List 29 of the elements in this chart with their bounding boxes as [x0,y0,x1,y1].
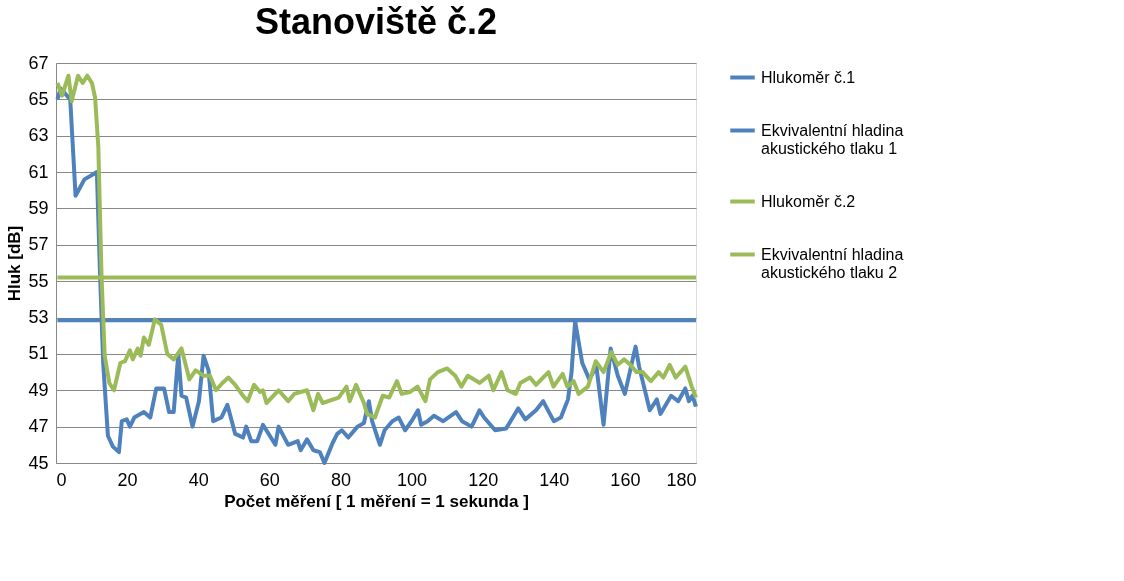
y-tick-label: 65 [28,88,49,109]
y-tick-label: 47 [28,416,49,437]
y-tick-label: 49 [28,379,49,400]
x-tick-label: 0 [56,469,67,490]
y-tick-label: 57 [28,234,49,255]
x-tick-label: 120 [468,469,499,490]
x-tick-label: 20 [117,469,138,490]
y-tick-label: 63 [28,125,49,146]
x-axis-title: Počet měření [ 1 měření = 1 sekunda ] [224,491,529,511]
x-tick-label: 60 [259,469,280,490]
y-axis-title: Hluk [dB] [5,225,25,302]
x-tick-label: 80 [330,469,351,490]
y-tick-label: 61 [28,161,49,182]
legend-label: Hlukoměr č.1 [761,68,856,86]
x-tick-label: 40 [188,469,209,490]
legend-label: Ekvivalentní hladina akustického tlaku 2 [761,245,904,281]
y-tick-label: 51 [28,343,49,364]
x-tick-label: 140 [539,469,570,490]
y-tick-label: 67 [28,52,49,73]
legend-label: Ekvivalentní hladina akustického tlaku 1 [761,121,904,157]
y-tick-label: 45 [28,452,49,473]
x-tick-label: 180 [666,469,697,490]
y-tick-label: 53 [28,307,49,328]
y-tick-label: 59 [28,197,49,218]
x-tick-label: 160 [610,469,641,490]
legend-label: Hlukoměr č.2 [761,192,856,210]
y-tick-label: 55 [28,270,49,291]
chart-title: Stanoviště č.2 [254,1,498,42]
x-tick-label: 100 [397,469,428,490]
